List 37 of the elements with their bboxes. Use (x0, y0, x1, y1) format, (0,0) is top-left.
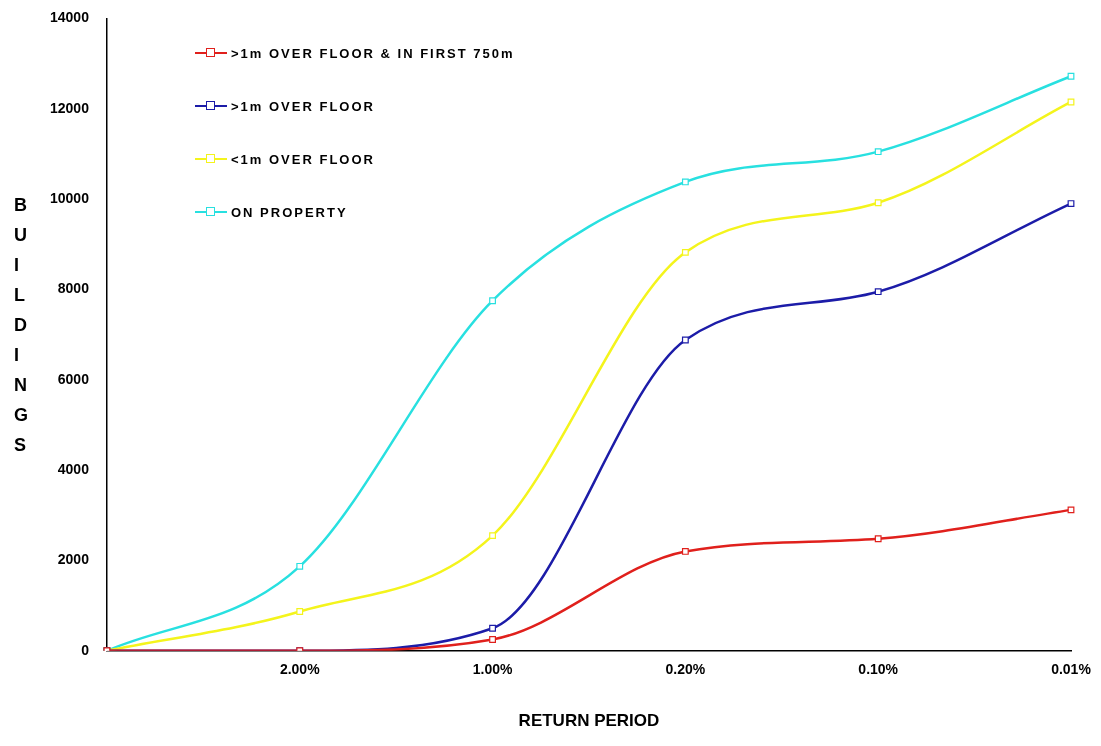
x-tick-label: 0.10% (858, 661, 899, 678)
point (489, 532, 496, 540)
point (681, 178, 689, 186)
point (1067, 98, 1075, 106)
legend-label: >1m OVER FLOOR (231, 98, 375, 114)
point (489, 636, 496, 643)
y-tick-label: 2000 (57, 551, 90, 568)
point (489, 624, 496, 632)
y-tick-label: 8000 (57, 280, 90, 297)
point (874, 535, 882, 543)
y-tick-label: 12000 (49, 99, 90, 116)
point (296, 562, 304, 570)
point (681, 248, 689, 256)
point (296, 608, 304, 615)
y-tick-label: 6000 (57, 370, 90, 387)
text: BUILDINGS (14, 195, 29, 455)
x-tick-label: 0.20% (665, 661, 706, 678)
x-axis-title: RETURN PERIOD (518, 711, 660, 731)
point (681, 336, 689, 344)
point (1067, 200, 1075, 208)
point (1067, 506, 1075, 514)
y-tick-label: 10000 (49, 189, 90, 206)
y-tick-label: 0 (81, 641, 90, 658)
point (489, 297, 496, 305)
x-tick-label: 1.00% (472, 661, 513, 678)
x-tick-label: 0.01% (1051, 661, 1092, 678)
legend-label: >1m OVER FLOOR & IN FIRST 750m (231, 45, 515, 61)
point (1067, 72, 1075, 80)
point (874, 199, 882, 207)
legend-label: ON PROPERTY (231, 204, 348, 220)
point (681, 547, 689, 555)
y-tick-label: 4000 (57, 460, 90, 477)
legend-label: <1m OVER FLOOR (231, 151, 375, 167)
point (874, 148, 882, 156)
y-tick-label: 14000 (49, 9, 90, 26)
point (874, 288, 882, 296)
x-tick-label: 2.00% (279, 661, 321, 678)
